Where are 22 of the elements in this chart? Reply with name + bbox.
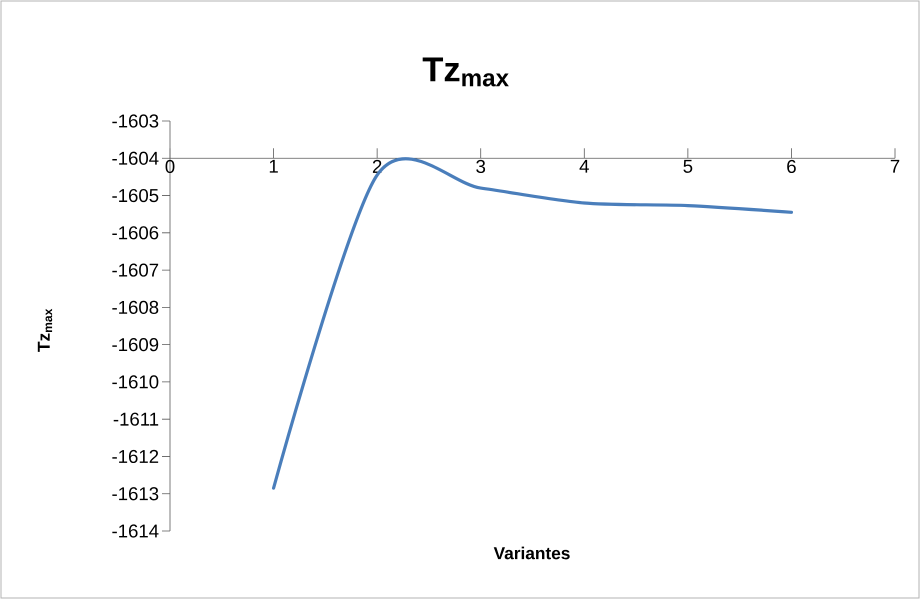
- y-tick-label: -1604: [112, 152, 159, 165]
- x-tick-label: 0: [166, 160, 174, 174]
- y-tick-label: -1607: [112, 263, 158, 277]
- y-tick-label: -1610: [112, 375, 158, 388]
- x-tick-label: 7: [890, 160, 900, 173]
- x-tick-label: 3: [476, 160, 486, 174]
- y-tick-label: -1611: [114, 412, 158, 426]
- chart-title: Tz$_{max}$: [422, 58, 509, 86]
- y-tick-label: -1609: [112, 338, 158, 352]
- x-tick-label: 5: [683, 160, 692, 173]
- x-tick-label: 4: [580, 160, 589, 173]
- x-tick-label: 6: [787, 160, 796, 174]
- y-axis-title: Tz$_{max}$: [38, 308, 52, 352]
- y-tick-label: -1612: [112, 450, 158, 464]
- y-tick-label: -1608: [112, 300, 158, 314]
- y-tick-label: -1606: [112, 226, 158, 240]
- y-tick-label: -1613: [112, 487, 158, 500]
- x-axis-title: Variantes: [494, 546, 570, 560]
- x-tick-label: 1: [270, 160, 278, 173]
- y-tick-label: -1614: [112, 524, 159, 538]
- y-tick-label: -1605: [112, 188, 158, 202]
- y-tick-label: -1603: [112, 114, 158, 128]
